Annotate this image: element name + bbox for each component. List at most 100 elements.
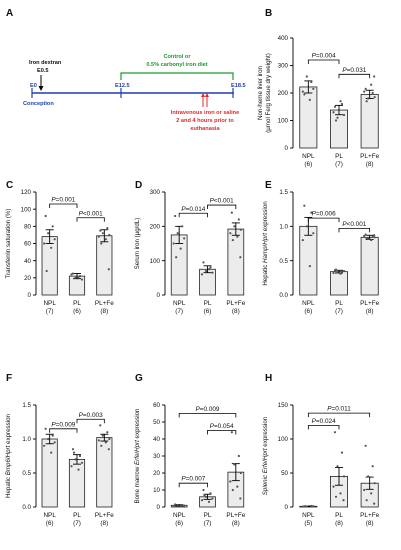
sample-size-label: (7) (73, 520, 81, 527)
p-value-label: P=0.006 (312, 211, 336, 218)
data-point (174, 214, 177, 218)
p-value-number: =0.007 (186, 476, 206, 483)
y-tick-label: 120 (21, 189, 32, 196)
significance-bracket (76, 217, 105, 222)
data-point (236, 235, 239, 238)
data-point (200, 273, 204, 276)
data-point (339, 100, 342, 103)
timeline-conception-label: Conception (23, 101, 54, 107)
data-point (175, 256, 178, 259)
category-label: NPL (302, 512, 315, 519)
y-axis-label-part: expression (134, 408, 141, 440)
y-axis-label-part: Hepatic (5, 475, 12, 498)
data-point (183, 237, 186, 240)
sample-size-label: (7) (335, 161, 343, 168)
treatment-arrowhead-1 (201, 93, 205, 97)
p-letter: P (196, 406, 201, 413)
p-value-number: =0.024 (316, 418, 336, 425)
data-point (239, 497, 242, 500)
data-point (179, 504, 182, 507)
data-point (340, 102, 344, 106)
p-letter: P (210, 198, 215, 205)
p-value-label: P=0.007 (181, 476, 205, 483)
y-tick-label: 400 (278, 35, 289, 42)
sample-size-label: (7) (175, 308, 183, 315)
data-point (97, 235, 100, 238)
data-point (342, 475, 346, 478)
data-point (312, 232, 315, 235)
category-label: PL+Fe (360, 512, 379, 519)
p-letter: P (79, 412, 84, 419)
data-point (43, 444, 46, 447)
panel-letter-a: A (6, 8, 13, 19)
y-axis-label: Bone marrow Erfe/Hprt expression (134, 408, 141, 504)
significance-bracket (307, 59, 340, 64)
bar-pl-plus-fe (96, 437, 113, 508)
p-value-number: =0.009 (56, 421, 76, 428)
data-point (363, 488, 366, 492)
significance-bracket (49, 203, 78, 209)
iron-dextran-label: Iron dextran (29, 60, 62, 66)
y-axis-label-part: Hprt (5, 445, 12, 457)
category-label: PL (204, 512, 212, 519)
data-point (303, 93, 306, 96)
y-axis-label: Splenic Erfe/Hprt expression (262, 416, 269, 495)
y-tick-label: 40 (153, 436, 160, 443)
data-point (340, 451, 344, 454)
data-point (308, 265, 311, 268)
y-tick-label: 300 (150, 189, 161, 196)
data-point (312, 505, 315, 508)
p-value-label: P=0.003 (79, 412, 103, 419)
significance-bracket (307, 425, 340, 430)
data-point (373, 502, 376, 505)
data-point (104, 238, 107, 241)
p-value-label: P<0.001 (79, 210, 103, 217)
category-label: PL+Fe (95, 512, 114, 519)
y-tick-label: 300 (278, 63, 289, 70)
data-point (364, 444, 367, 447)
category-label: PL (73, 300, 81, 307)
data-point (43, 242, 46, 245)
y-axis-label-part: expression (262, 416, 269, 448)
data-point (239, 228, 242, 231)
y-tick-label: 30 (153, 453, 160, 460)
y-axis-label-part: / (262, 244, 269, 246)
p-value-number: <0.001 (83, 210, 103, 217)
data-point (310, 80, 313, 84)
data-point (108, 233, 111, 237)
data-point (332, 111, 335, 114)
iron-dextran-arrowhead (38, 86, 44, 91)
y-tick-label: 1.5 (279, 189, 288, 196)
data-point (99, 424, 102, 427)
y-tick-label: 0.5 (279, 258, 288, 265)
panel-letter-b: B (265, 8, 272, 19)
timeline-start-label: E0 (30, 83, 37, 89)
y-axis-label-part: Hamp (262, 246, 269, 263)
y-axis-label-part: Hprt (262, 233, 269, 245)
y-tick-label: 1.5 (22, 402, 31, 409)
significance-bracket (178, 413, 237, 418)
data-point (211, 497, 214, 500)
category-label: PL+Fe (360, 300, 379, 307)
data-point (336, 116, 339, 119)
data-point (78, 275, 82, 278)
data-point (231, 238, 234, 242)
p-letter: P (51, 421, 56, 428)
data-point (333, 105, 337, 108)
data-point (310, 504, 313, 508)
category-label: PL (335, 512, 343, 519)
data-point (77, 468, 80, 471)
p-value-label: P<0.001 (342, 221, 366, 228)
data-point (365, 100, 368, 103)
data-point (53, 238, 56, 241)
data-point (203, 494, 206, 497)
data-point (50, 451, 53, 454)
significance-bracket (76, 418, 105, 424)
significance-bracket (338, 73, 371, 79)
significance-bracket (178, 482, 208, 488)
sample-size-label: (7) (46, 308, 54, 315)
p-value-number: <0.001 (347, 221, 367, 228)
data-point (305, 225, 308, 228)
sample-size-label: (8) (366, 520, 374, 527)
